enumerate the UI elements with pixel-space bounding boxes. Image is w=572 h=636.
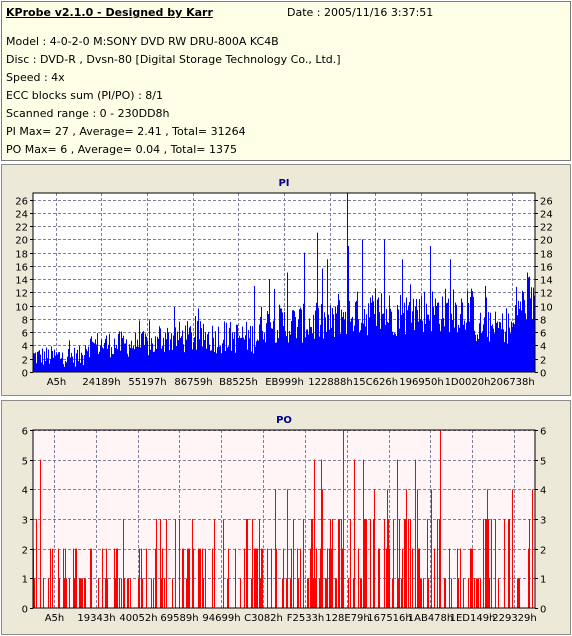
chart-title: PI — [278, 178, 289, 189]
y-tick-label-right: 18 — [540, 250, 553, 261]
y-tick-label-left: 14 — [15, 276, 28, 287]
y-tick-label-left: 4 — [22, 342, 28, 353]
y-tick-label-left: 16 — [15, 263, 28, 274]
x-tick-label: 40052h — [119, 613, 157, 624]
x-tick-label: F2533h — [287, 613, 325, 624]
y-tick-label-left: 6 — [22, 427, 28, 438]
y-tick-label-right: 0 — [540, 369, 546, 380]
y-tick-label-left: 24 — [15, 210, 28, 221]
y-tick-label-right: 22 — [540, 223, 553, 234]
bar-series — [33, 193, 535, 372]
po-statistics: PO Max= 6 , Average= 0.04 , Total= 1375 — [6, 143, 237, 156]
plot-frame — [32, 192, 536, 373]
y-tick-label-left: 18 — [15, 250, 28, 261]
app-title: KProbe v2.1.0 - Designed by Karr — [6, 6, 213, 19]
y-tick-label-right: 0 — [540, 605, 546, 616]
y-tick-label-right: 6 — [540, 427, 546, 438]
y-tick-label-right: 4 — [540, 342, 546, 353]
y-tick-label-left: 2 — [22, 356, 28, 367]
x-tick-label: 196950h — [399, 377, 444, 388]
x-tick-label: A5h — [45, 613, 65, 624]
x-tick-label: 24189h — [82, 377, 120, 388]
y-tick-label-right: 16 — [540, 263, 553, 274]
y-tick-label-left: 0 — [22, 605, 28, 616]
pi-statistics: PI Max= 27 , Average= 2.41 , Total= 3126… — [6, 125, 246, 138]
drive-model: Model : 4-0-2-0 M:SONY DVD RW DRU-800A K… — [6, 35, 279, 48]
x-tick-label: 15C626h — [353, 377, 398, 388]
y-tick-label-right: 12 — [540, 289, 553, 300]
x-tick-label: 1D0020h — [445, 377, 491, 388]
y-tick-label-right: 3 — [540, 516, 546, 527]
x-tick-label: 55197h — [128, 377, 166, 388]
scan-date: Date : 2005/11/16 3:37:51 — [287, 6, 434, 19]
x-tick-label: 122888h — [308, 377, 353, 388]
po-chart: PO 0 0 1 1 2 2 3 3 4 4 5 5 6 6 A5h 19343h 40052h 69589h 946… — [22, 415, 547, 624]
y-tick-label-right: 10 — [540, 303, 553, 314]
ecc-blocks-sum: ECC blocks sum (PI/PO) : 8/1 — [6, 89, 163, 102]
x-tick-label: 86759h — [174, 377, 212, 388]
x-tick-label: 94699h — [202, 613, 240, 624]
y-tick-label-right: 20 — [540, 236, 553, 247]
x-tick-label: A5h — [47, 377, 67, 388]
y-tick-label-left: 22 — [15, 223, 28, 234]
y-tick-label-right: 8 — [540, 316, 546, 327]
y-tick-label-right: 26 — [540, 197, 553, 208]
x-tick-label: C3082h — [244, 613, 283, 624]
x-tick-label: 206738h — [490, 377, 535, 388]
chart-title: PO — [276, 415, 292, 426]
disc-info: Disc : DVD-R , Dvsn-80 [Digital Storage … — [6, 53, 341, 66]
bar-series — [33, 430, 533, 608]
y-tick-label-left: 3 — [22, 516, 28, 527]
y-tick-label-right: 5 — [540, 457, 546, 468]
po-chart-panel: PO 0 0 1 1 2 2 3 3 4 4 5 5 6 6 A5h 19343h 40052h 69589h 946… — [1, 400, 571, 635]
y-tick-label-left: 1 — [22, 575, 28, 586]
y-tick-label-left: 4 — [22, 486, 28, 497]
y-tick-label-left: 20 — [15, 236, 28, 247]
pi-chart-panel: PI 0 0 2 2 4 4 6 6 8 8 10 10 12 12 14 14 16 16 18 18 20 20 22 22… — [1, 164, 571, 396]
y-tick-label-right: 2 — [540, 356, 546, 367]
plot-frame — [32, 429, 536, 609]
x-tick-label: 128E79h — [325, 613, 369, 624]
scan-speed: Speed : 4x — [6, 71, 65, 84]
y-tick-label-left: 6 — [22, 329, 28, 340]
x-tick-label: B8525h — [219, 377, 258, 388]
y-tick-label-left: 2 — [22, 546, 28, 557]
x-tick-label: 19343h — [77, 613, 115, 624]
y-tick-label-left: 8 — [22, 316, 28, 327]
y-tick-label-left: 0 — [22, 369, 28, 380]
y-tick-label-right: 1 — [540, 575, 546, 586]
x-tick-label: 1AB478h — [408, 613, 454, 624]
info-panel: KProbe v2.1.0 - Designed by Karr Date : … — [1, 1, 571, 161]
y-tick-label-right: 2 — [540, 546, 546, 557]
scanned-range: Scanned range : 0 - 230DD8h — [6, 107, 170, 120]
x-tick-label: 69589h — [160, 613, 198, 624]
y-tick-label-right: 14 — [540, 276, 553, 287]
y-tick-label-left: 12 — [15, 289, 28, 300]
y-tick-label-right: 4 — [540, 486, 546, 497]
x-tick-label: EB999h — [265, 377, 304, 388]
y-tick-label-left: 26 — [15, 197, 28, 208]
x-tick-label: 1ED149h — [450, 613, 496, 624]
y-tick-label-left: 10 — [15, 303, 28, 314]
x-tick-label: 229329h — [492, 613, 537, 624]
x-tick-label: 167516h — [367, 613, 412, 624]
y-tick-label-left: 5 — [22, 457, 28, 468]
y-tick-label-right: 24 — [540, 210, 553, 221]
y-tick-label-right: 6 — [540, 329, 546, 340]
